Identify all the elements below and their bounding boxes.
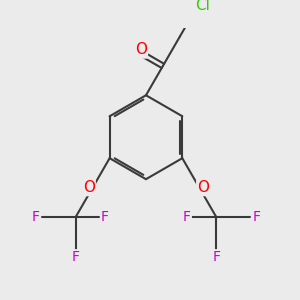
Text: O: O — [135, 43, 147, 58]
Text: O: O — [82, 180, 94, 195]
Text: F: F — [183, 210, 191, 224]
Text: O: O — [197, 180, 209, 195]
Text: F: F — [101, 210, 109, 224]
Text: F: F — [32, 210, 39, 224]
Text: F: F — [212, 250, 220, 264]
Text: Cl: Cl — [195, 0, 210, 13]
Text: F: F — [72, 250, 80, 264]
Text: F: F — [253, 210, 260, 224]
